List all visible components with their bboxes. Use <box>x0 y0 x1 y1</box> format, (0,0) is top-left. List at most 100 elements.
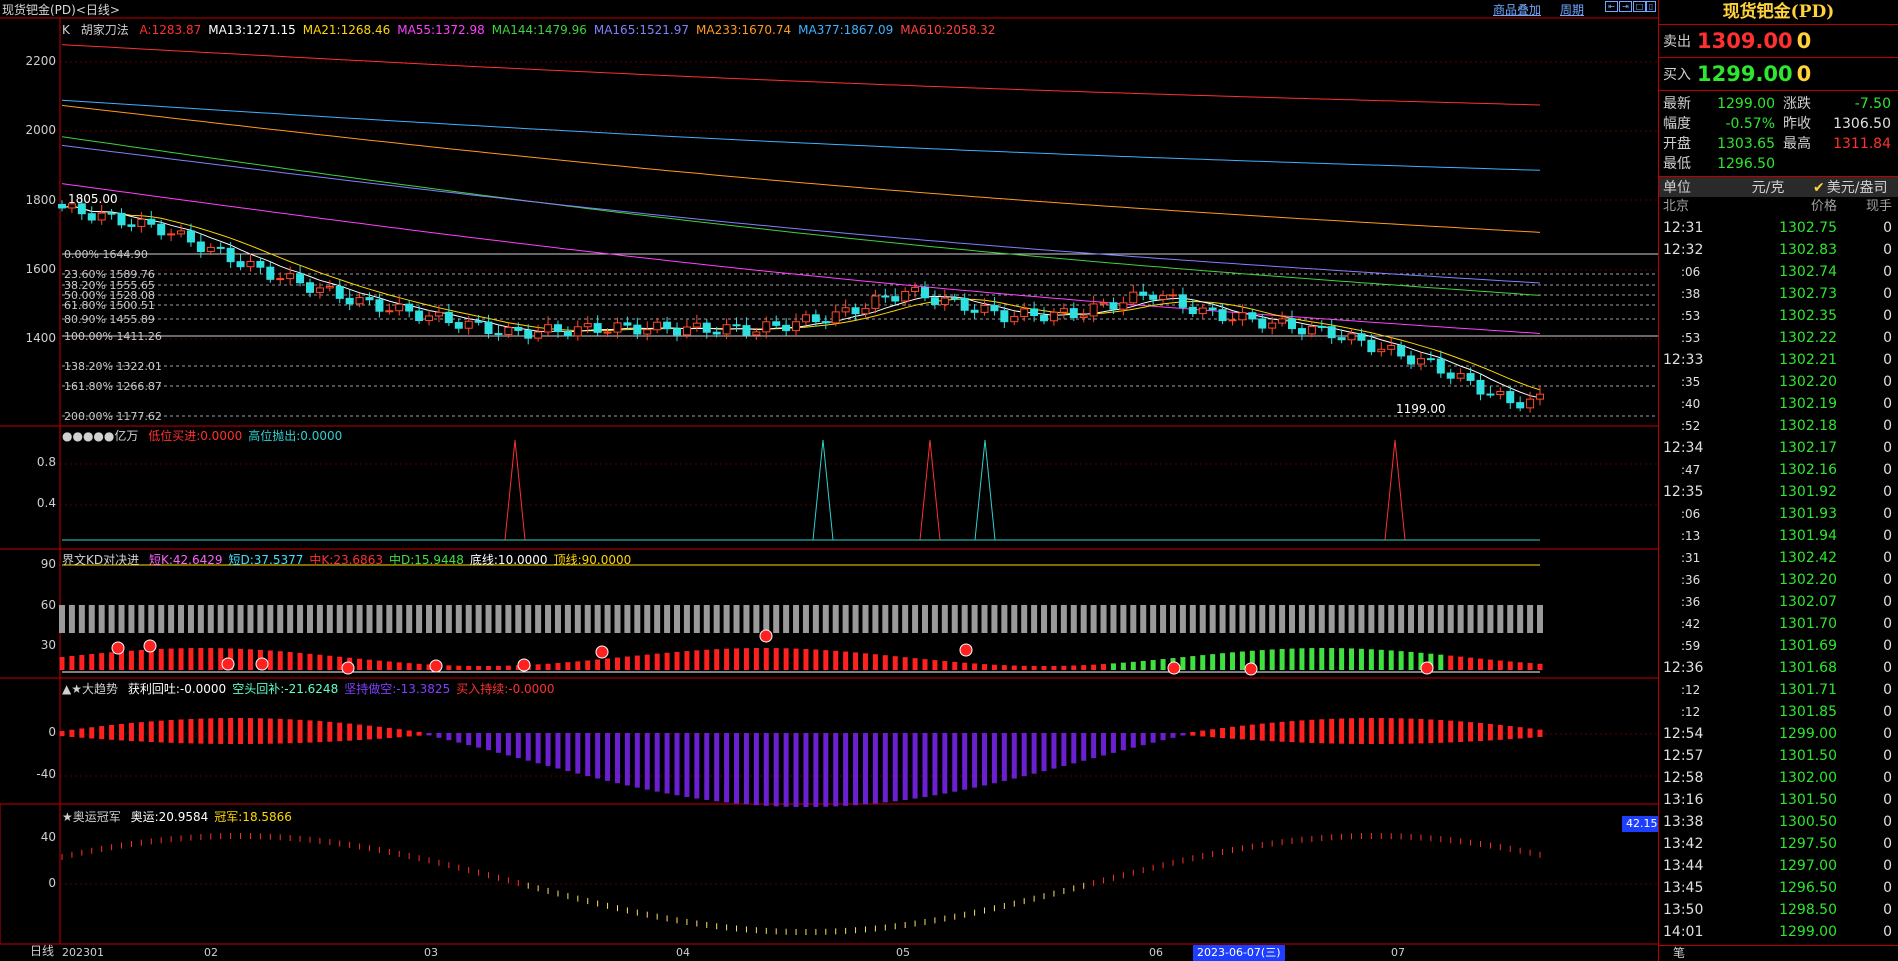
tick-row[interactable]: 13:38 1300.50 0 <box>1659 811 1898 833</box>
tick-row[interactable]: :38 1302.73 0 <box>1659 283 1898 305</box>
panel5-title[interactable]: ★奥运冠军 <box>62 810 121 824</box>
kd-band-bar <box>197 605 204 633</box>
tick-time: 12:34 <box>1663 440 1704 456</box>
kd-band-bar <box>931 605 938 633</box>
candle-body <box>573 326 582 337</box>
kd-bar <box>1259 650 1265 670</box>
tick-row[interactable]: :53 1302.22 0 <box>1659 327 1898 349</box>
tick-row[interactable]: 13:50 1298.50 0 <box>1659 899 1898 921</box>
tick-row[interactable]: 12:35 1301.92 0 <box>1659 481 1898 503</box>
kd-bar <box>1349 648 1355 670</box>
tick-row[interactable]: :59 1301.69 0 <box>1659 635 1898 657</box>
trend-bar <box>773 733 779 807</box>
stat-value: 1303.65 <box>1717 136 1775 152</box>
tick-row[interactable]: :53 1302.35 0 <box>1659 305 1898 327</box>
tick-footer[interactable]: 笔 <box>1659 945 1898 961</box>
tick-row[interactable]: 12:31 1302.75 0 <box>1659 217 1898 239</box>
kd-band-bar <box>783 605 790 633</box>
kd-band-bar <box>564 605 571 633</box>
tick-row[interactable]: :42 1301.70 0 <box>1659 613 1898 635</box>
tick-row[interactable]: :35 1302.20 0 <box>1659 371 1898 393</box>
period-label[interactable]: 日线 <box>30 944 55 958</box>
panel4-title[interactable]: ▲★大趋势 <box>62 682 118 696</box>
tick-row[interactable]: 12:57 1301.50 0 <box>1659 745 1898 767</box>
tick-row[interactable]: :31 1302.42 0 <box>1659 547 1898 569</box>
panel3-title[interactable]: 界文KD对决进 <box>62 553 140 567</box>
kd-bar <box>1468 657 1474 670</box>
tick-row[interactable]: 12:34 1302.17 0 <box>1659 437 1898 459</box>
kd-bar <box>605 658 611 670</box>
trend-bar <box>743 733 749 805</box>
trend-bar <box>605 733 611 781</box>
tick-row[interactable]: :47 1302.16 0 <box>1659 459 1898 481</box>
kd-bar <box>1021 665 1027 670</box>
unit-toggle[interactable]: ✔ 美元/盎司 <box>1813 177 1887 197</box>
moving-average-line <box>61 136 1541 296</box>
chart-canvas[interactable] <box>0 0 1658 961</box>
tick-row[interactable]: :12 1301.85 0 <box>1659 701 1898 723</box>
tick-list[interactable]: 12:31 1302.75 0 12:32 1302.83 0:06 1302.74 0:38… <box>1659 217 1898 943</box>
shrink-icon[interactable]: ⇤ <box>1605 1 1618 12</box>
fib-level-label: 100.00% 1411.26 <box>64 330 162 343</box>
candle-body <box>345 297 354 305</box>
tick-row[interactable]: :40 1302.19 0 <box>1659 393 1898 415</box>
tick-row[interactable]: 13:16 1301.50 0 <box>1659 789 1898 811</box>
maximize-icon[interactable]: □ <box>1633 1 1646 12</box>
trend-bar <box>1279 721 1285 742</box>
period-link[interactable]: 周期 <box>1560 3 1585 17</box>
kd-bar <box>1428 653 1434 670</box>
tick-row[interactable]: 14:01 1299.00 0 <box>1659 921 1898 943</box>
tick-time: :42 <box>1681 617 1701 631</box>
tick-row[interactable]: 13:45 1296.50 0 <box>1659 877 1898 899</box>
tick-row[interactable]: :36 1302.20 0 <box>1659 569 1898 591</box>
tick-row[interactable]: :52 1302.18 0 <box>1659 415 1898 437</box>
candle-body <box>534 331 543 339</box>
kd-band-bar <box>1348 605 1355 633</box>
kd-bar <box>922 659 928 670</box>
tick-volume: 0 <box>1883 660 1892 676</box>
tick-row[interactable]: :13 1301.94 0 <box>1659 525 1898 547</box>
tick-volume: 0 <box>1883 220 1892 236</box>
panel4-legend-item: 获利回吐:-0.0000 <box>127 682 227 696</box>
kd-bar <box>1220 653 1226 670</box>
tick-volume: 0 <box>1883 814 1892 830</box>
kd-band-bar <box>793 605 800 633</box>
tick-row[interactable]: 12:58 1302.00 0 <box>1659 767 1898 789</box>
expand-icon[interactable]: ⇥ <box>1619 1 1632 12</box>
tick-row[interactable]: 12:36 1301.68 0 <box>1659 657 1898 679</box>
trend-bar <box>684 733 690 797</box>
candle-body <box>484 321 493 335</box>
kd-band-bar <box>574 605 581 633</box>
candle-body <box>1030 308 1039 317</box>
trend-bar <box>1289 721 1295 743</box>
tick-row[interactable]: 13:42 1297.50 0 <box>1659 833 1898 855</box>
tick-row[interactable]: 12:54 1299.00 0 <box>1659 723 1898 745</box>
candle-body <box>722 324 731 335</box>
tick-row[interactable]: :36 1302.07 0 <box>1659 591 1898 613</box>
kd-bar <box>843 651 849 670</box>
kd-bar <box>1061 665 1067 670</box>
kd-band-bar <box>763 605 770 633</box>
buy-row[interactable]: 买入 1299.00 0 <box>1659 58 1898 91</box>
panel2-title[interactable]: ●●●●●亿万 <box>62 429 139 443</box>
tick-row[interactable]: 12:33 1302.21 0 <box>1659 349 1898 371</box>
kd-band-bar <box>733 605 740 633</box>
tick-row[interactable]: :06 1301.93 0 <box>1659 503 1898 525</box>
tick-row[interactable]: :12 1301.71 0 <box>1659 679 1898 701</box>
trend-bar <box>1101 733 1107 756</box>
kd-bar <box>1378 649 1384 670</box>
kd-bar <box>1527 663 1533 670</box>
candle-body <box>1397 345 1406 357</box>
candle-body <box>950 297 959 300</box>
kd-bar <box>1210 654 1216 670</box>
formula-name[interactable]: 胡家刀法 <box>80 23 129 37</box>
tick-row[interactable]: :06 1302.74 0 <box>1659 261 1898 283</box>
restore-icon[interactable]: ▯ <box>1646 1 1656 12</box>
kd-band-bar <box>396 605 403 633</box>
sell-row[interactable]: 卖出 1309.00 0 <box>1659 25 1898 58</box>
tick-row[interactable]: 12:32 1302.83 0 <box>1659 239 1898 261</box>
overlay-link[interactable]: 商品叠加 <box>1493 3 1542 17</box>
chart-area[interactable]: 现货钯金(PD)<日线> 商品叠加 周期 ⇤ ⇥ □ ▯ K 胡家刀法 A:12… <box>0 0 1662 961</box>
tick-row[interactable]: 13:44 1297.00 0 <box>1659 855 1898 877</box>
kd-bar <box>763 648 769 670</box>
